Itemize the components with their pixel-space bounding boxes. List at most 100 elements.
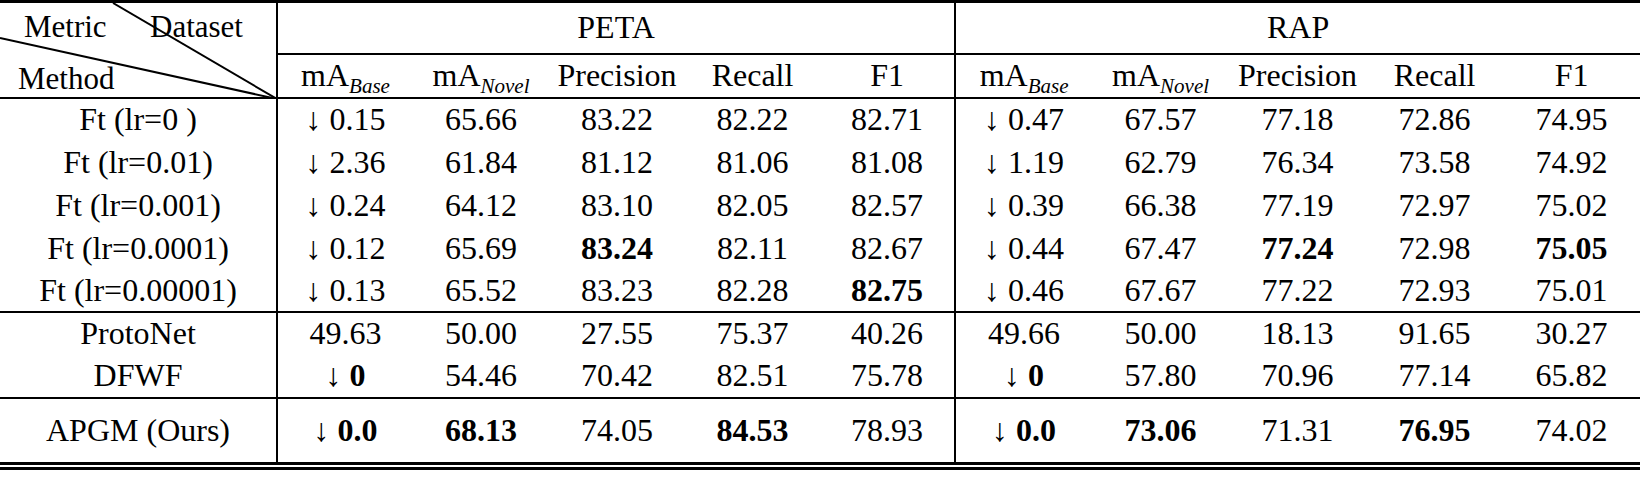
metric-value: 40.26	[851, 315, 923, 351]
rap-value-cell: ↓ 0.44	[955, 227, 1092, 270]
down-arrow-icon: ↓	[306, 187, 330, 223]
rap-value-cell: 71.31	[1229, 398, 1366, 466]
down-arrow-icon: ↓	[306, 230, 330, 266]
metric-value: 49.63	[310, 315, 382, 351]
rap-metric-header-manovel: mANovel	[1092, 54, 1229, 98]
metric-header-label: mA	[301, 57, 349, 93]
table-row: Ft (lr=0 )↓ 0.1565.6683.2282.2282.71↓ 0.…	[0, 98, 1640, 141]
peta-value-cell: 83.24	[549, 227, 685, 270]
rap-value-cell: 62.79	[1092, 141, 1229, 184]
rap-value-cell: 72.86	[1366, 98, 1503, 141]
metric-value: 2.36	[330, 144, 386, 180]
rap-value-cell: 50.00	[1092, 312, 1229, 355]
metric-value: 50.00	[1125, 315, 1197, 351]
metric-value: 0	[1028, 357, 1044, 393]
metric-value: 74.95	[1536, 101, 1608, 137]
metric-value: 77.14	[1399, 357, 1471, 393]
peta-value-cell: ↓ 0.13	[277, 270, 413, 312]
metric-header-label: Recall	[1394, 57, 1476, 93]
peta-value-cell: 82.05	[685, 184, 820, 227]
down-arrow-icon: ↓	[306, 101, 330, 137]
peta-value-cell: 49.63	[277, 312, 413, 355]
rap-value-cell: 74.95	[1503, 98, 1640, 141]
peta-value-cell: 82.57	[820, 184, 955, 227]
metric-value: 54.46	[445, 357, 517, 393]
metric-value: 82.05	[717, 187, 789, 223]
peta-value-cell: 83.22	[549, 98, 685, 141]
metric-value: 70.42	[581, 357, 653, 393]
peta-metric-header-manovel: mANovel	[413, 54, 549, 98]
metric-value: 0.0	[1016, 412, 1056, 448]
metric-header-label: mA	[433, 57, 481, 93]
metric-value: 18.13	[1262, 315, 1334, 351]
metric-value: 66.38	[1125, 187, 1197, 223]
peta-value-cell: ↓ 0.0	[277, 398, 413, 466]
dataset-header-row: Metric Dataset Method PETA RAP	[0, 2, 1640, 54]
peta-value-cell: 70.42	[549, 355, 685, 398]
rap-value-cell: 72.97	[1366, 184, 1503, 227]
peta-value-cell: 84.53	[685, 398, 820, 466]
rap-value-cell: 18.13	[1229, 312, 1366, 355]
metric-value: 82.57	[851, 187, 923, 223]
metric-value: 68.13	[445, 412, 517, 448]
peta-value-cell: 74.05	[549, 398, 685, 466]
metric-value: 74.02	[1536, 412, 1608, 448]
rap-value-cell: ↓ 0.46	[955, 270, 1092, 312]
rap-value-cell: 77.14	[1366, 355, 1503, 398]
metric-value: 61.84	[445, 144, 517, 180]
method-cell: APGM (Ours)	[0, 398, 277, 466]
metric-value: 0.13	[330, 272, 386, 308]
rap-value-cell: 74.92	[1503, 141, 1640, 184]
peta-value-cell: ↓ 2.36	[277, 141, 413, 184]
down-arrow-icon: ↓	[984, 144, 1008, 180]
metric-value: 0.12	[330, 230, 386, 266]
metric-value: 72.86	[1399, 101, 1471, 137]
peta-metric-header-mabase: mABase	[277, 54, 413, 98]
method-cell: Ft (lr=0.0001)	[0, 227, 277, 270]
peta-value-cell: ↓ 0.12	[277, 227, 413, 270]
table-row: DFWF↓ 054.4670.4282.5175.78↓ 057.8070.96…	[0, 355, 1640, 398]
table-row: Ft (lr=0.0001)↓ 0.1265.6983.2482.1182.67…	[0, 227, 1640, 270]
table-row: Ft (lr=0.001)↓ 0.2464.1283.1082.0582.57↓…	[0, 184, 1640, 227]
metric-value: 65.52	[445, 272, 517, 308]
metric-value: 81.08	[851, 144, 923, 180]
peta-value-cell: 82.11	[685, 227, 820, 270]
metric-value: 67.67	[1125, 272, 1197, 308]
rap-value-cell: 77.18	[1229, 98, 1366, 141]
peta-value-cell: 83.23	[549, 270, 685, 312]
metric-value: 67.57	[1125, 101, 1197, 137]
rap-value-cell: 66.38	[1092, 184, 1229, 227]
corner-label-metric: Metric	[24, 11, 107, 42]
rap-value-cell: ↓ 0.47	[955, 98, 1092, 141]
down-arrow-icon: ↓	[306, 272, 330, 308]
metric-value: 74.05	[581, 412, 653, 448]
down-arrow-icon: ↓	[984, 272, 1008, 308]
rap-metric-header-precision: Precision	[1229, 54, 1366, 98]
metric-value: 49.66	[988, 315, 1060, 351]
metric-header-label: Precision	[1238, 57, 1357, 93]
rap-value-cell: 77.19	[1229, 184, 1366, 227]
rap-value-cell: 65.82	[1503, 355, 1640, 398]
metric-value: 82.11	[717, 230, 788, 266]
corner-label-dataset: Dataset	[150, 11, 243, 42]
metric-value: 81.06	[717, 144, 789, 180]
metric-value: 0.0	[338, 412, 378, 448]
rap-value-cell: ↓ 0.39	[955, 184, 1092, 227]
metric-value: 0.47	[1008, 101, 1064, 137]
rap-value-cell: 77.22	[1229, 270, 1366, 312]
metric-value: 30.27	[1536, 315, 1608, 351]
metric-header-subscript: Novel	[1160, 74, 1209, 97]
metric-value: 67.47	[1125, 230, 1197, 266]
method-cell: Ft (lr=0.00001)	[0, 270, 277, 312]
rap-value-cell: 77.24	[1229, 227, 1366, 270]
table-row: APGM (Ours)↓ 0.068.1374.0584.5378.93↓ 0.…	[0, 398, 1640, 466]
metric-value: 82.28	[717, 272, 789, 308]
peta-value-cell: 82.22	[685, 98, 820, 141]
method-cell: Ft (lr=0 )	[0, 98, 277, 141]
rap-value-cell: 67.67	[1092, 270, 1229, 312]
rap-value-cell: 73.58	[1366, 141, 1503, 184]
metric-header-label: F1	[870, 57, 904, 93]
peta-value-cell: 68.13	[413, 398, 549, 466]
method-cell: Ft (lr=0.01)	[0, 141, 277, 184]
rap-dataset-header: RAP	[955, 2, 1640, 54]
